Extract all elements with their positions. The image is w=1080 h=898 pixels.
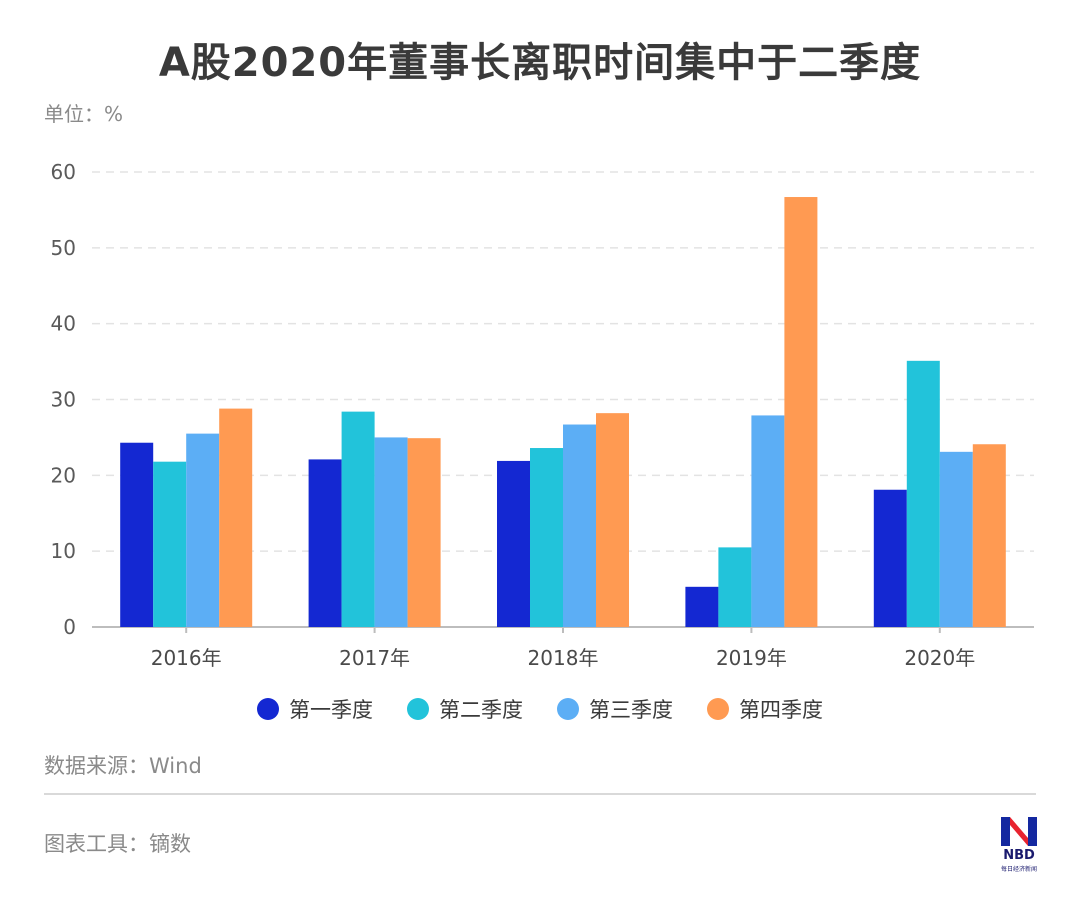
- x-axis-labels: 2016年 2017年 2018年 2019年 2020年: [151, 627, 975, 670]
- legend-swatch: [707, 698, 729, 720]
- unit-label: 单位：%: [44, 102, 124, 126]
- data-source: 数据来源：Wind: [44, 754, 202, 778]
- legend-item-4: 第四季度: [707, 694, 823, 724]
- bar-5-2: [906, 360, 940, 627]
- bar-2-3: [374, 437, 408, 627]
- y-tick-label: 0: [63, 615, 76, 639]
- nbd-logo: NBD 每日经济新闻: [998, 814, 1040, 876]
- bar-2-4: [407, 438, 441, 627]
- bar-3-2: [530, 448, 563, 627]
- bar-2-1: [308, 459, 342, 627]
- x-tick-label: 2019年: [716, 646, 787, 670]
- y-tick-label: 20: [51, 463, 76, 487]
- bar-4-2: [718, 547, 752, 627]
- bar-1-3: [186, 433, 220, 627]
- y-axis-ticks: 0 10 20 30 40 50 60: [51, 160, 76, 639]
- legend-swatch: [257, 698, 279, 720]
- bar-3-4: [596, 413, 629, 627]
- legend-label: 第二季度: [439, 698, 523, 722]
- y-tick-label: 50: [51, 236, 76, 260]
- bar-4-3: [751, 415, 785, 627]
- legend-label: 第一季度: [289, 698, 373, 722]
- legend-item-2: 第二季度: [407, 694, 523, 724]
- bar-4-1: [685, 586, 719, 627]
- x-tick-label: 2016年: [151, 646, 222, 670]
- bar-1-4: [219, 408, 253, 627]
- bar-5-3: [939, 451, 973, 627]
- legend-label: 第四季度: [739, 698, 823, 722]
- chart-tool: 图表工具：镝数: [44, 832, 191, 856]
- x-tick-label: 2020年: [904, 646, 975, 670]
- legend-swatch: [557, 698, 579, 720]
- bar-5-4: [972, 444, 1006, 627]
- y-tick-label: 10: [51, 539, 76, 563]
- legend: 第一季度 第二季度 第三季度 第四季度: [0, 694, 1080, 724]
- legend-item-1: 第一季度: [257, 694, 373, 724]
- bar-chart: 0 10 20 30 40 50 60 2016年 2017年 2018年 2019年 2020年: [51, 160, 1034, 670]
- logo-text: NBD: [1003, 848, 1035, 863]
- legend-swatch: [407, 698, 429, 720]
- bars: [120, 197, 1006, 627]
- y-tick-label: 60: [51, 160, 76, 184]
- y-tick-label: 40: [51, 312, 76, 336]
- bar-2-2: [341, 411, 375, 627]
- bar-1-2: [153, 461, 187, 627]
- x-tick-label: 2018年: [528, 646, 599, 670]
- bar-1-1: [120, 442, 154, 627]
- bar-3-3: [563, 424, 596, 627]
- bar-4-4: [784, 197, 818, 627]
- bar-3-1: [497, 460, 530, 627]
- divider: [44, 793, 1036, 795]
- nbd-logo-mark: [1000, 816, 1038, 846]
- chart-title: A股2020年董事长离职时间集中于二季度: [158, 40, 922, 86]
- y-tick-label: 30: [51, 388, 76, 412]
- x-tick-label: 2017年: [339, 646, 410, 670]
- legend-item-3: 第三季度: [557, 694, 673, 724]
- bar-5-1: [873, 489, 907, 627]
- logo-subtext: 每日经济新闻: [1000, 866, 1037, 873]
- legend-label: 第三季度: [589, 698, 673, 722]
